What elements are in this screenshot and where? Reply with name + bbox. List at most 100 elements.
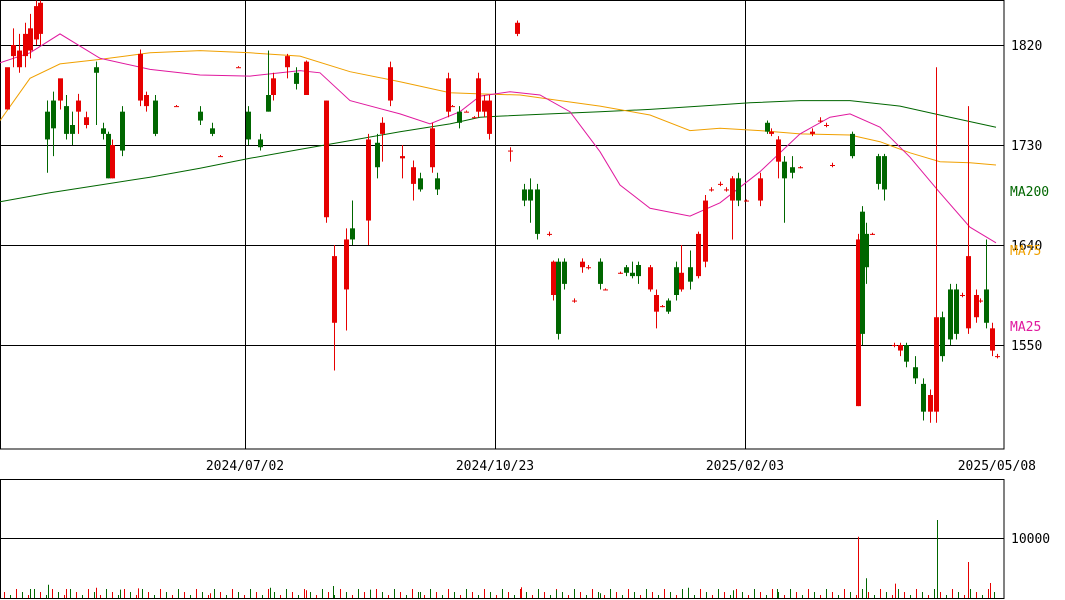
candle xyxy=(304,60,309,95)
candle-body xyxy=(94,67,99,73)
candle-body xyxy=(798,167,803,169)
candle-body xyxy=(928,395,933,412)
candle-body xyxy=(718,183,723,185)
candle xyxy=(580,258,585,273)
candle-body xyxy=(598,261,603,284)
candle-body xyxy=(630,272,635,277)
candle xyxy=(464,110,469,113)
candle-body xyxy=(709,189,714,191)
candle-body xyxy=(974,295,979,318)
candle xyxy=(776,136,781,179)
candle-body xyxy=(824,125,829,126)
candle-body xyxy=(58,78,63,101)
candle xyxy=(430,122,435,173)
candle xyxy=(598,258,603,290)
candle-body xyxy=(940,317,945,357)
candle xyxy=(724,187,729,192)
candle xyxy=(285,53,290,79)
candle-body xyxy=(457,111,462,123)
candle-body xyxy=(934,317,939,412)
candle-body xyxy=(984,289,989,323)
candle xyxy=(978,298,983,303)
ma-line-ma25 xyxy=(0,33,997,244)
candlesticks xyxy=(5,0,1000,423)
candle xyxy=(586,265,591,270)
candle-body xyxy=(51,100,56,129)
candle xyxy=(332,245,337,371)
candle-body xyxy=(904,345,909,362)
candle xyxy=(138,49,143,107)
candle xyxy=(5,67,10,110)
candle-body xyxy=(218,156,223,158)
candle-body xyxy=(246,111,251,140)
candle xyxy=(960,292,965,298)
candle-body xyxy=(876,156,881,184)
candle-body xyxy=(995,356,1000,358)
candle-body xyxy=(350,228,355,240)
candle xyxy=(210,122,215,137)
candle-body xyxy=(769,131,774,134)
candle-body xyxy=(556,261,561,334)
candle-body xyxy=(758,178,763,201)
candle-body xyxy=(38,2,43,34)
candle-body xyxy=(528,189,533,201)
candle-body xyxy=(324,100,329,218)
candle xyxy=(34,0,39,45)
candle-body xyxy=(476,78,481,112)
candle xyxy=(375,133,380,179)
candle xyxy=(660,305,665,308)
candle xyxy=(535,183,540,240)
candle xyxy=(966,106,971,334)
candle-body xyxy=(106,133,111,179)
candle xyxy=(110,139,115,179)
candle xyxy=(388,61,393,107)
candle xyxy=(990,322,995,357)
candle xyxy=(730,176,735,240)
candle xyxy=(450,105,455,108)
candle-body xyxy=(430,128,435,168)
candle-body xyxy=(636,265,641,277)
candle-body xyxy=(830,165,835,166)
candle xyxy=(294,67,299,90)
legend-ma200: MA200 xyxy=(1010,185,1049,200)
candle-body xyxy=(84,117,89,125)
candle-body xyxy=(198,111,203,121)
candle xyxy=(528,178,533,223)
candle-body xyxy=(850,133,855,157)
moving-average-lines xyxy=(0,33,997,244)
candle xyxy=(860,206,865,345)
candle xyxy=(798,166,803,169)
candle xyxy=(818,117,823,123)
candle-body xyxy=(660,306,665,308)
candle-body xyxy=(703,200,708,262)
candle-body xyxy=(535,189,540,234)
candle-body xyxy=(765,122,770,132)
candle-body xyxy=(624,267,629,273)
candle-body xyxy=(688,267,693,282)
candle xyxy=(144,91,149,112)
candle-body xyxy=(482,100,487,112)
candle-body xyxy=(366,139,371,221)
candle-body xyxy=(547,233,552,235)
candle xyxy=(380,117,385,162)
candle-body xyxy=(5,67,10,110)
price-grid xyxy=(0,0,1005,450)
price-tick-label: 1820 xyxy=(1011,39,1042,54)
candle-body xyxy=(418,178,423,190)
candle-body xyxy=(70,125,75,134)
candle xyxy=(120,106,125,157)
candle xyxy=(457,106,462,129)
price-tick-label: 1730 xyxy=(1011,139,1042,154)
candle-body xyxy=(562,261,567,284)
candle xyxy=(940,311,945,362)
volume-tick-label: 10000 xyxy=(1011,532,1050,547)
candle xyxy=(856,233,861,407)
candle-body xyxy=(860,211,865,334)
candle-body xyxy=(782,161,787,179)
candle xyxy=(674,261,679,301)
candle xyxy=(400,145,405,179)
candle-body xyxy=(138,53,143,101)
candle xyxy=(58,78,63,110)
candle xyxy=(153,95,158,137)
candle-body xyxy=(603,289,608,291)
